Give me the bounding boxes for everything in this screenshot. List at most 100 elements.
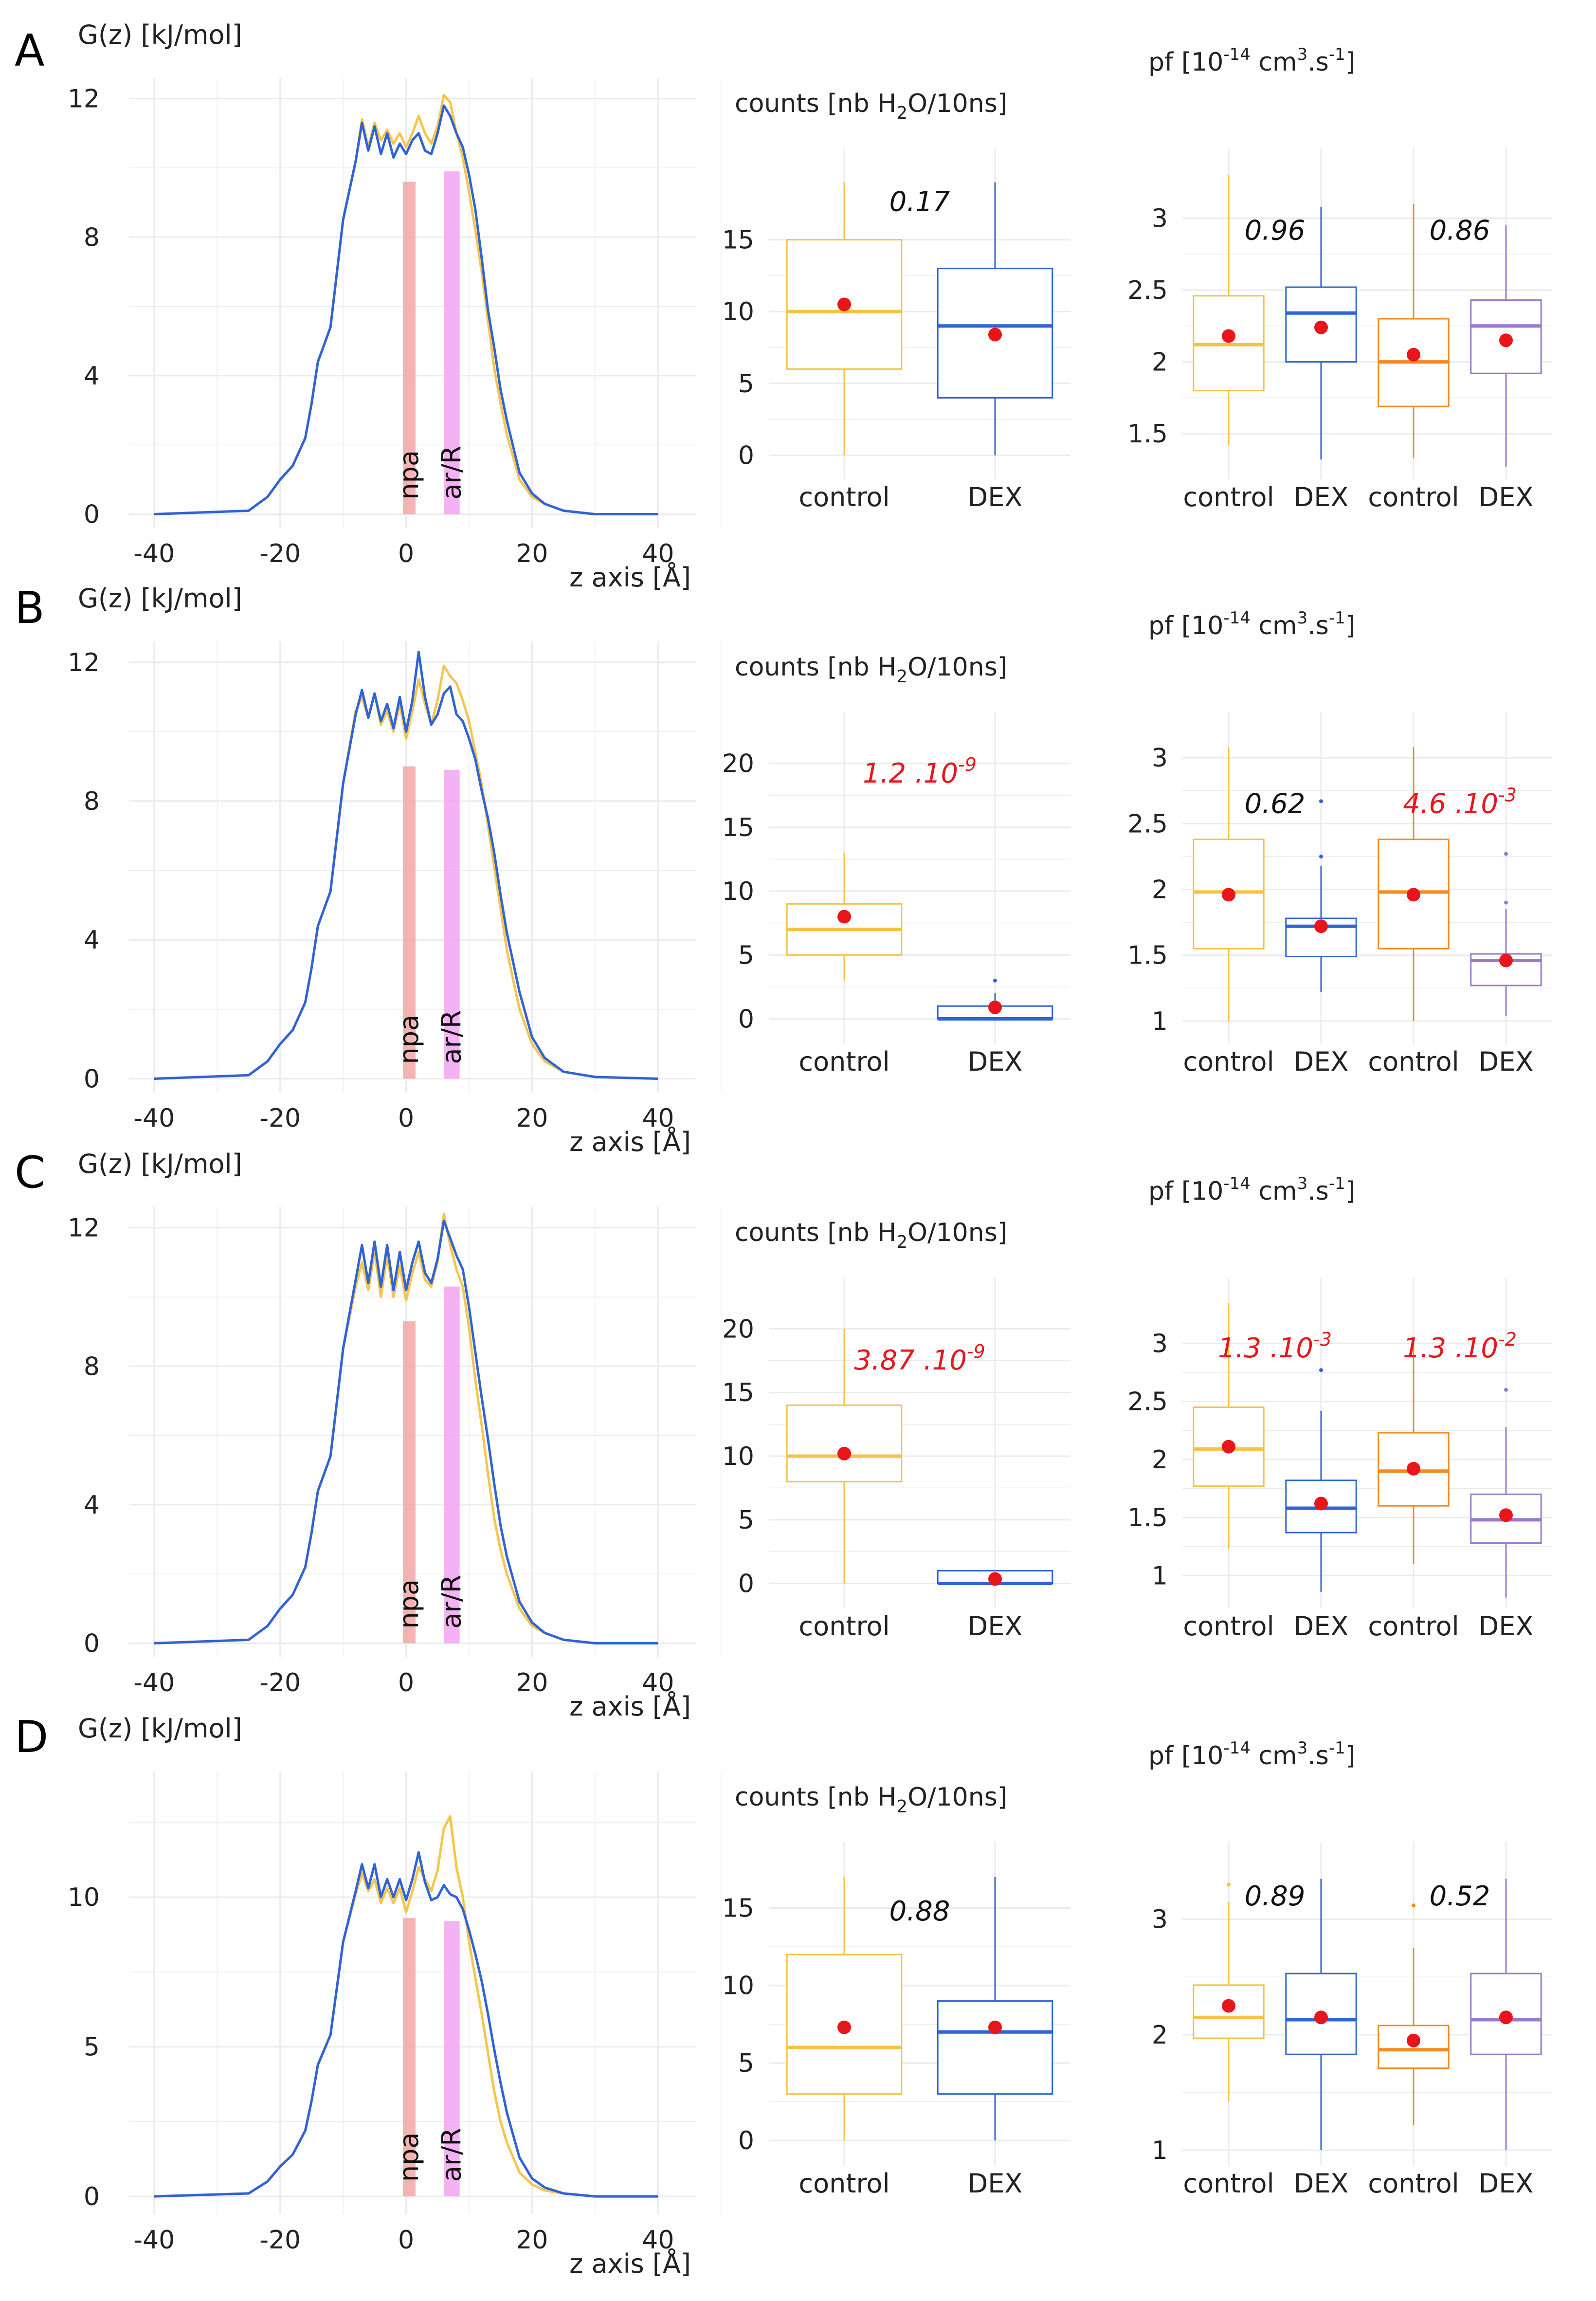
x-tick-label: 20 — [516, 2226, 548, 2255]
x-tick-label: control — [1368, 1046, 1459, 1077]
x-tick-label: DEX — [968, 482, 1023, 512]
y-tick-label: 1.5 — [1127, 420, 1168, 449]
y-tick-label: 0 — [738, 1005, 754, 1034]
p-value-text: 0.52 — [1430, 1881, 1490, 1912]
panel-D-line-chart: npa ar/R 0 5 10 -40 -20 0 20 40 G(z) [kJ/mol] z axi… — [68, 1713, 722, 2279]
title-text: O/10ns] — [907, 89, 1007, 118]
outlier-point — [1412, 1903, 1415, 1908]
band-label-ar-r: ar/R — [436, 2128, 467, 2182]
x-tick-label: 0 — [398, 1668, 414, 1698]
box-control — [786, 1877, 903, 2141]
p-value-label: 4.6 .10-3 — [1403, 785, 1517, 820]
title-text: counts [nb H — [735, 1218, 896, 1247]
y-tick-label: 5 — [738, 2049, 754, 2078]
title-text: ] — [1345, 1741, 1355, 1771]
y-tick-label: 20 — [722, 1315, 754, 1344]
p-value-label: 0.96 — [1245, 215, 1306, 247]
mean-dot — [988, 2020, 1002, 2034]
outlier-point — [1319, 1368, 1323, 1372]
x-tick-label: -40 — [133, 2226, 175, 2255]
title-text: .s — [1307, 1177, 1329, 1206]
title-text: counts [nb H — [735, 89, 896, 118]
mean-dot — [837, 2020, 851, 2034]
x-axis-title: z axis [Å] — [569, 562, 691, 593]
panel-label-A: A — [15, 25, 45, 76]
box-dex — [1470, 1388, 1542, 1598]
mean-dot — [1222, 329, 1235, 343]
y-tick-label: 20 — [722, 749, 754, 779]
box-control — [786, 182, 903, 456]
title-text: ] — [1345, 611, 1355, 640]
mean-dot — [837, 910, 851, 924]
x-tick-label: control — [1368, 2168, 1459, 2199]
x-tick-label: DEX — [1479, 2168, 1534, 2199]
plot-title: counts [nb H2O/10ns] — [735, 653, 1007, 687]
box-dex — [937, 978, 1053, 1021]
y-tick-label: 10 — [722, 1442, 754, 1471]
mean-dot — [1222, 1440, 1235, 1454]
y-axis-title: G(z) [kJ/mol] — [78, 1713, 242, 1744]
y-tick-label: 10 — [68, 1883, 100, 1912]
p-value-exponent: -3 — [1498, 785, 1517, 806]
box-iqr — [937, 2000, 1053, 2095]
y-tick-label: 5 — [738, 369, 754, 399]
x-tick-label: control — [1183, 1046, 1274, 1077]
title-superscript: -14 — [1223, 608, 1251, 628]
title-text: cm — [1251, 611, 1297, 640]
mean-dot — [1499, 1508, 1513, 1522]
mean-dot — [1499, 2010, 1513, 2025]
x-tick-label: 20 — [516, 1104, 548, 1133]
mean-dot — [1499, 953, 1513, 968]
title-superscript: -1 — [1329, 1738, 1345, 1758]
box-control — [1378, 203, 1450, 458]
mean-dot — [1314, 1497, 1328, 1511]
x-tick-label: -40 — [133, 1668, 175, 1698]
plot-title: counts [nb H2O/10ns] — [735, 1783, 1007, 1817]
series-line-dex — [154, 104, 658, 515]
y-tick-label: 15 — [722, 1894, 754, 1923]
y-tick-label: 5 — [738, 941, 754, 970]
panel-D-counts-boxplot: 0 5 10 15 counts [nb H2O/10ns] control DEX 0.88 — [722, 1783, 1070, 2199]
x-tick-label: DEX — [1294, 2168, 1349, 2199]
plot-title: pf [10-14 cm3.s-1] — [1148, 45, 1355, 77]
p-value-exponent: -2 — [1498, 1329, 1517, 1350]
band-npa — [403, 766, 416, 1079]
mean-dot — [1222, 888, 1235, 902]
p-value-label: 0.62 — [1245, 788, 1306, 820]
y-axis-title: G(z) [kJ/mol] — [78, 19, 242, 50]
title-subscript: 2 — [896, 667, 907, 687]
title-text: cm — [1251, 1741, 1297, 1771]
title-superscript: -1 — [1329, 1174, 1345, 1193]
y-tick-label: 1 — [1152, 1561, 1168, 1590]
box-control — [1193, 1302, 1265, 1549]
band-label-npa: npa — [394, 1579, 424, 1629]
title-text: ] — [1345, 1177, 1355, 1206]
mean-dot — [1222, 1999, 1235, 2013]
band-ar-r — [444, 171, 460, 514]
x-axis-title: z axis [Å] — [569, 1691, 691, 1722]
p-value-exponent: -9 — [958, 754, 977, 775]
outlier-point — [1319, 799, 1323, 804]
title-text: pf [10 — [1148, 611, 1223, 640]
box-control — [786, 1329, 903, 1584]
y-tick-label: 3 — [1152, 744, 1168, 773]
x-tick-label: control — [798, 1611, 889, 1642]
panel-label-D: D — [15, 1712, 48, 1763]
y-tick-label: 3 — [1152, 1905, 1168, 1935]
y-tick-label: 8 — [84, 787, 100, 816]
title-superscript: 3 — [1297, 1174, 1308, 1193]
panel-A-line-chart: npa ar/R 0 4 8 12 -40 -20 0 20 40 G(z) [kJ/mol] z ax… — [68, 19, 722, 593]
y-tick-label: 0 — [738, 1570, 754, 1599]
y-tick-label: 2 — [1152, 1445, 1168, 1475]
y-tick-label: 0 — [738, 441, 754, 470]
box-dex — [1285, 206, 1357, 460]
box-dex — [1285, 799, 1357, 992]
y-tick-label: 2.5 — [1127, 809, 1168, 839]
y-tick-label: 15 — [722, 1378, 754, 1407]
y-tick-label: 1.5 — [1127, 941, 1168, 970]
x-axis-title: z axis [Å] — [569, 1126, 691, 1157]
outlier-point — [1227, 1882, 1231, 1887]
y-tick-label: 12 — [68, 1214, 100, 1243]
title-text: pf [10 — [1148, 1177, 1223, 1206]
